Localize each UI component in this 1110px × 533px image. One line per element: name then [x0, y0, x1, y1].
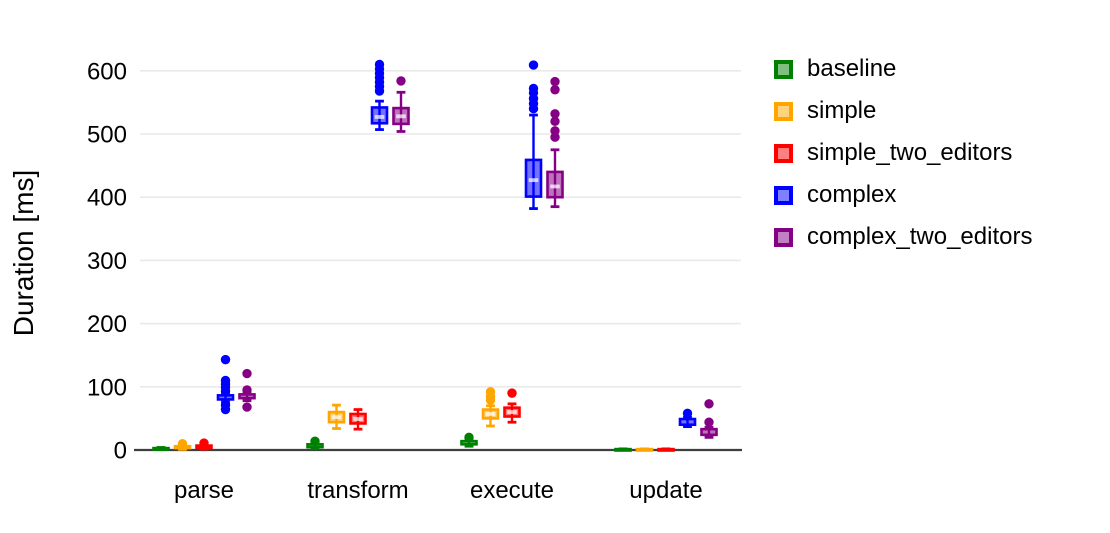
box-simple-update	[635, 447, 654, 452]
y-tick-label-300: 300	[87, 248, 127, 275]
y-tick-label-200: 200	[87, 311, 127, 338]
legend-item-baseline: baseline	[774, 57, 1032, 81]
median-complex_two_editors-transform	[396, 114, 406, 119]
outlier-dot-complex-execute-4	[528, 83, 539, 94]
outlier-dot-complex_two_editors-parse-1	[242, 368, 252, 379]
outlier-dot-complex_two_editors-execute-3	[550, 109, 560, 119]
y-tick-label-600: 600	[87, 58, 127, 85]
outlier-dot-complex_two_editors-execute-4	[550, 85, 560, 95]
outlier-dot-complex-parse-4	[220, 354, 231, 365]
outlier-dot-complex_two_editors-parse-2	[242, 402, 252, 412]
box-complex_two_editors-update	[700, 427, 718, 437]
outlier-dot-simple-parse-0	[177, 438, 188, 449]
legend-label-complex-two-editors: complex_two_editors	[807, 223, 1033, 250]
legend-swatch-complex	[774, 185, 793, 205]
median-complex_two_editors-execute	[550, 184, 560, 189]
category-label-execute: execute	[470, 477, 554, 504]
median-simple-execute	[485, 412, 496, 416]
legend-item-complex: complex	[774, 183, 1032, 207]
y-tick-label-100: 100	[87, 374, 127, 401]
box-layer	[152, 59, 718, 452]
outlier-dot-complex_two_editors-update-1	[704, 399, 714, 409]
legend-item-simple-two-editors: simple_two_editors	[774, 141, 1032, 165]
box-complex-parse	[216, 394, 235, 401]
median-complex-transform	[374, 115, 385, 119]
label-layer: 0 100 200 300 400 500 600 parse transform execute…	[87, 58, 703, 504]
legend: baseline simple simple_two_editors compl…	[774, 57, 1032, 267]
y-axis-title: Duration [ms]	[8, 170, 39, 337]
outlier-dot-baseline-execute-0	[464, 432, 474, 443]
box-complex_two_editors-parse	[238, 393, 256, 400]
median-simple-transform	[331, 415, 342, 420]
box-simple_two_editors-update	[657, 447, 675, 452]
outlier-dot-simple_two_editors-execute-0	[507, 388, 517, 398]
legend-swatch-simple	[774, 101, 793, 121]
outlier-dot-complex_two_editors-execute-1	[550, 126, 560, 136]
median-complex-execute	[528, 178, 539, 183]
outlier-dot-complex-parse-6	[220, 404, 231, 415]
outlier-dot-simple_two_editors-parse-0	[199, 438, 209, 448]
outlier-dot-complex-transform-6	[374, 59, 385, 70]
median-simple_two_editors-transform	[353, 417, 363, 421]
outlier-dot-simple-execute-2	[485, 387, 496, 397]
legend-swatch-complex-two-editors	[774, 227, 793, 247]
outlier-dot-complex_two_editors-parse-0	[242, 385, 252, 395]
category-label-parse: parse	[174, 477, 234, 504]
box-baseline-parse	[152, 446, 170, 451]
legend-item-simple: simple	[774, 99, 1032, 123]
legend-swatch-baseline	[774, 59, 793, 79]
outlier-dot-complex-update-0	[682, 408, 693, 419]
outlier-dot-baseline-transform-0	[310, 436, 320, 446]
legend-label-complex: complex	[807, 181, 897, 208]
category-label-transform: transform	[307, 477, 408, 504]
y-tick-label-400: 400	[87, 185, 127, 212]
outlier-dot-complex-parse-3	[220, 375, 231, 386]
median-simple_two_editors-execute	[507, 410, 517, 414]
legend-item-complex-two-editors: complex_two_editors	[774, 225, 1032, 249]
box-complex-update	[678, 417, 697, 427]
legend-label-simple-two-editors: simple_two_editors	[807, 139, 1013, 166]
y-tick-label-0: 0	[114, 438, 127, 465]
legend-label-simple: simple	[807, 97, 877, 124]
category-label-update: update	[629, 477, 702, 504]
y-tick-label-500: 500	[87, 122, 127, 149]
outlier-dot-complex_two_editors-transform-0	[396, 76, 406, 86]
outlier-dot-complex_two_editors-execute-2	[550, 116, 560, 127]
legend-swatch-simple-two-editors	[774, 143, 793, 163]
box-baseline-update	[614, 447, 632, 452]
grid-layer	[140, 70, 741, 388]
legend-label-baseline: baseline	[807, 55, 897, 82]
outlier-dot-complex_two_editors-update-0	[704, 417, 714, 427]
outlier-dot-complex-execute-5	[528, 60, 539, 70]
outlier-dot-complex_two_editors-execute-5	[550, 76, 560, 87]
